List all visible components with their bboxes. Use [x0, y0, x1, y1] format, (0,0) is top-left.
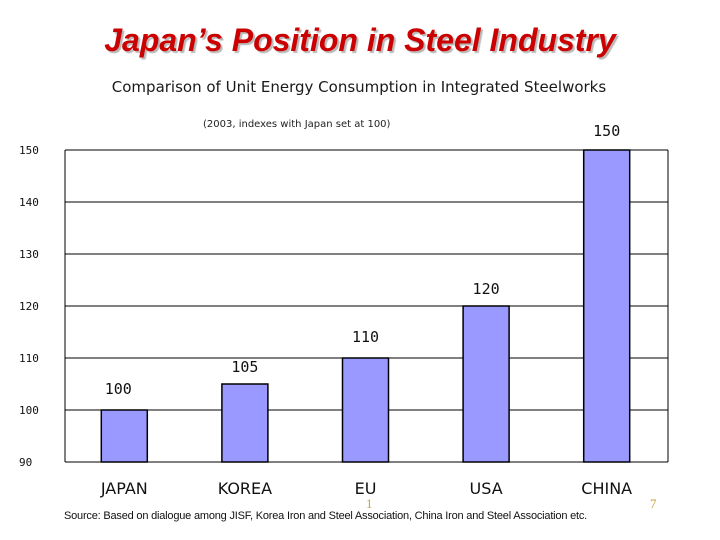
y-tick-label: 150	[19, 144, 39, 157]
chart-subtitle: Comparison of Unit Energy Consumption in…	[111, 78, 607, 96]
y-tick-label: 90	[19, 456, 32, 469]
y-tick-label: 100	[19, 404, 39, 417]
data-label-china: 150	[593, 122, 620, 140]
category-label-eu: EU	[355, 479, 377, 498]
bars	[100, 149, 631, 463]
source-note: Source: Based on dialogue among JISF, Ko…	[64, 510, 588, 522]
y-tick-label: 110	[19, 352, 39, 365]
bar-usa	[462, 305, 510, 463]
category-label-japan: JAPAN	[100, 479, 148, 498]
page-mark-right: 7	[650, 496, 657, 511]
data-label-korea: 105	[231, 358, 258, 376]
x-axis-categories: JAPAN KOREA EU USA CHINA	[100, 479, 632, 498]
category-label-usa: USA	[470, 479, 503, 498]
data-labels: 100 105 110 120 150	[105, 122, 620, 398]
index-note: (2003, indexes with Japan set at 100)	[203, 119, 391, 130]
bar-japan	[100, 409, 149, 463]
y-tick-label: 140	[19, 196, 39, 209]
bar-eu	[341, 357, 390, 463]
bar-china	[582, 149, 631, 463]
y-axis-ticks: 90 100 110 120 130 140 150	[19, 144, 39, 469]
data-label-japan: 100	[105, 380, 132, 398]
bar-korea	[221, 383, 269, 463]
category-label-china: CHINA	[581, 479, 632, 498]
page-mark-left: 1	[366, 496, 373, 511]
category-label-korea: KOREA	[218, 479, 272, 498]
data-label-usa: 120	[473, 280, 500, 298]
slide-title: Japan’s Position in Steel Industry	[104, 22, 616, 58]
y-tick-label: 120	[19, 300, 39, 313]
y-tick-label: 130	[19, 248, 39, 261]
data-label-eu: 110	[352, 328, 379, 346]
